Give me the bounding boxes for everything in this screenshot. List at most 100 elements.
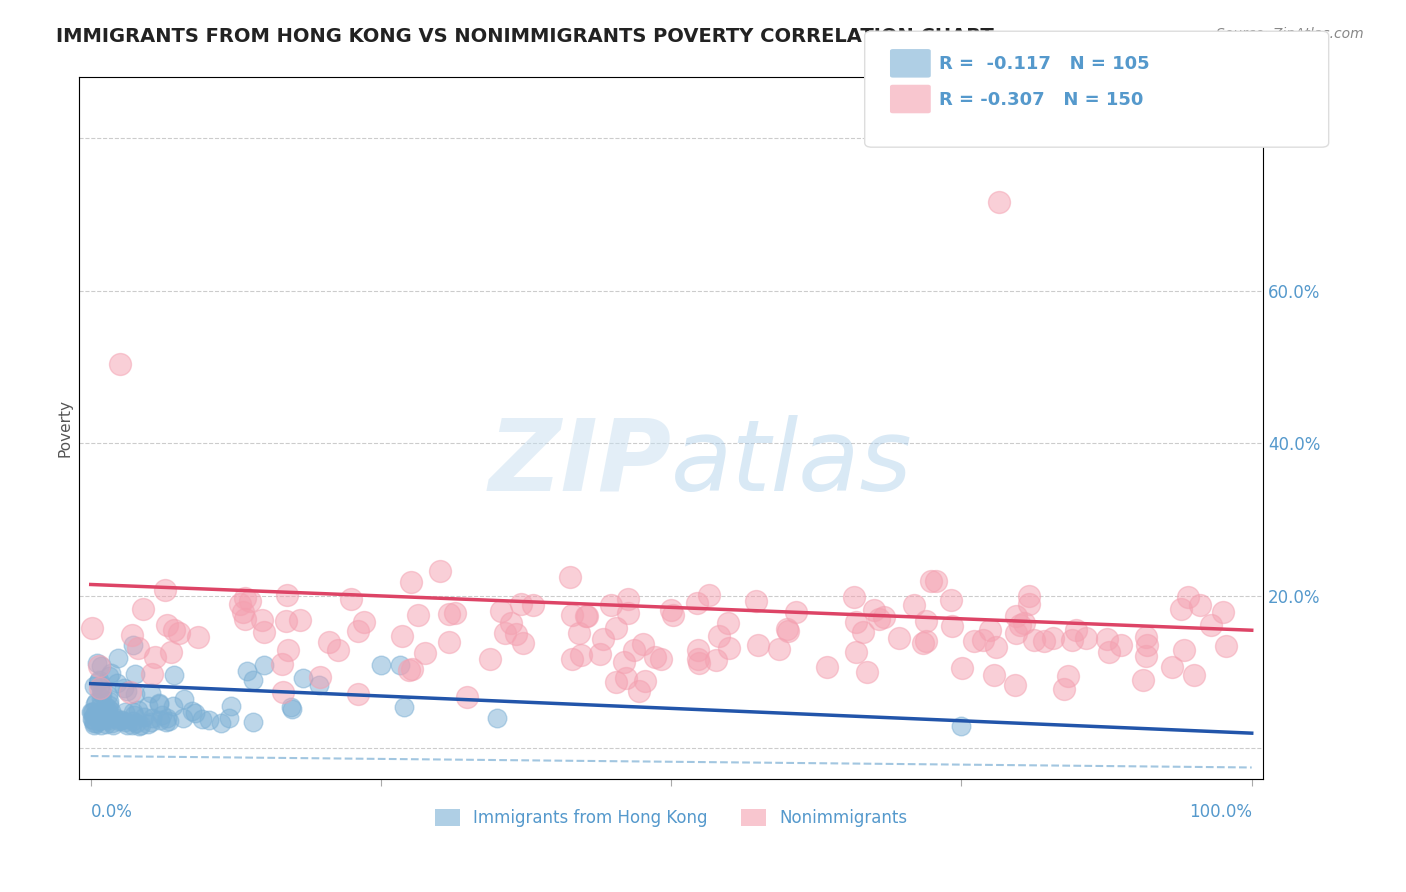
Nonimmigrants <box>276 588 298 602</box>
Immigrants from Hong Kong <box>198 713 221 727</box>
Nonimmigrants <box>605 621 627 635</box>
Nonimmigrants <box>1212 605 1234 619</box>
Nonimmigrants <box>689 656 711 670</box>
Nonimmigrants <box>163 623 186 637</box>
Immigrants from Hong Kong <box>97 688 120 702</box>
Immigrants from Hong Kong <box>90 658 112 673</box>
Immigrants from Hong Kong <box>148 696 170 710</box>
Nonimmigrants <box>1004 678 1026 692</box>
Nonimmigrants <box>688 643 710 657</box>
Nonimmigrants <box>1062 632 1084 647</box>
Nonimmigrants <box>439 607 461 621</box>
Nonimmigrants <box>318 635 340 649</box>
Immigrants from Hong Kong <box>86 656 108 670</box>
Immigrants from Hong Kong <box>128 719 150 733</box>
Immigrants from Hong Kong <box>110 713 132 727</box>
Immigrants from Hong Kong <box>97 705 120 719</box>
Immigrants from Hong Kong <box>141 686 163 700</box>
Nonimmigrants <box>868 612 890 626</box>
Immigrants from Hong Kong <box>127 703 149 717</box>
Nonimmigrants <box>592 632 614 647</box>
Nonimmigrants <box>941 618 963 632</box>
Immigrants from Hong Kong <box>122 638 145 652</box>
Nonimmigrants <box>118 685 141 699</box>
Nonimmigrants <box>1033 633 1056 648</box>
Nonimmigrants <box>522 598 544 612</box>
Nonimmigrants <box>274 614 297 628</box>
Text: atlas: atlas <box>671 415 912 512</box>
Immigrants from Hong Kong <box>136 717 159 731</box>
Immigrants from Hong Kong <box>83 679 105 693</box>
Immigrants from Hong Kong <box>87 713 110 727</box>
Nonimmigrants <box>456 690 478 704</box>
Immigrants from Hong Kong <box>107 650 129 665</box>
Immigrants from Hong Kong <box>124 666 146 681</box>
Nonimmigrants <box>347 687 370 701</box>
Immigrants from Hong Kong <box>90 687 112 701</box>
Nonimmigrants <box>127 640 149 655</box>
Immigrants from Hong Kong <box>83 716 105 731</box>
Immigrants from Hong Kong <box>80 712 103 726</box>
Nonimmigrants <box>941 593 963 607</box>
Text: Source: ZipAtlas.com: Source: ZipAtlas.com <box>1216 27 1364 41</box>
Immigrants from Hong Kong <box>84 695 107 709</box>
Immigrants from Hong Kong <box>209 715 232 730</box>
Immigrants from Hong Kong <box>100 665 122 680</box>
Nonimmigrants <box>1012 615 1035 630</box>
Immigrants from Hong Kong <box>370 657 392 672</box>
Nonimmigrants <box>1135 630 1157 644</box>
Text: IMMIGRANTS FROM HONG KONG VS NONIMMIGRANTS POVERTY CORRELATION CHART: IMMIGRANTS FROM HONG KONG VS NONIMMIGRAN… <box>56 27 994 45</box>
Nonimmigrants <box>160 645 183 659</box>
Immigrants from Hong Kong <box>89 714 111 728</box>
Immigrants from Hong Kong <box>94 716 117 731</box>
Nonimmigrants <box>131 602 153 616</box>
Immigrants from Hong Kong <box>129 718 152 732</box>
Immigrants from Hong Kong <box>89 712 111 726</box>
Immigrants from Hong Kong <box>83 708 105 723</box>
Immigrants from Hong Kong <box>83 718 105 732</box>
Immigrants from Hong Kong <box>89 699 111 714</box>
Nonimmigrants <box>768 641 790 656</box>
Nonimmigrants <box>1199 618 1222 632</box>
Nonimmigrants <box>143 649 166 664</box>
Nonimmigrants <box>187 630 209 644</box>
Nonimmigrants <box>271 685 294 699</box>
Nonimmigrants <box>716 615 738 630</box>
Nonimmigrants <box>1177 590 1199 604</box>
Nonimmigrants <box>903 598 925 612</box>
Immigrants from Hong Kong <box>125 716 148 731</box>
Immigrants from Hong Kong <box>108 714 131 728</box>
Nonimmigrants <box>561 652 583 666</box>
Nonimmigrants <box>972 632 994 647</box>
Nonimmigrants <box>437 635 460 649</box>
Nonimmigrants <box>915 615 938 629</box>
Nonimmigrants <box>925 574 948 588</box>
Nonimmigrants <box>950 661 973 675</box>
Nonimmigrants <box>747 638 769 652</box>
Nonimmigrants <box>1189 598 1212 612</box>
Nonimmigrants <box>340 592 363 607</box>
Immigrants from Hong Kong <box>80 705 103 719</box>
Nonimmigrants <box>277 643 299 657</box>
Nonimmigrants <box>614 671 637 685</box>
Immigrants from Hong Kong <box>157 714 180 728</box>
Nonimmigrants <box>1136 638 1159 652</box>
Nonimmigrants <box>1064 624 1087 638</box>
Immigrants from Hong Kong <box>486 711 509 725</box>
Nonimmigrants <box>89 681 111 695</box>
Nonimmigrants <box>1097 632 1119 647</box>
Immigrants from Hong Kong <box>219 699 242 714</box>
Immigrants from Hong Kong <box>253 657 276 672</box>
Immigrants from Hong Kong <box>156 711 179 725</box>
Nonimmigrants <box>920 574 942 588</box>
Immigrants from Hong Kong <box>96 711 118 725</box>
Nonimmigrants <box>634 673 657 688</box>
Text: R =  -0.117   N = 105: R = -0.117 N = 105 <box>939 55 1150 73</box>
Nonimmigrants <box>1074 631 1097 645</box>
Immigrants from Hong Kong <box>173 691 195 706</box>
Nonimmigrants <box>845 615 868 629</box>
Immigrants from Hong Kong <box>117 717 139 731</box>
Nonimmigrants <box>1109 638 1132 652</box>
Nonimmigrants <box>444 606 467 620</box>
Immigrants from Hong Kong <box>87 673 110 688</box>
